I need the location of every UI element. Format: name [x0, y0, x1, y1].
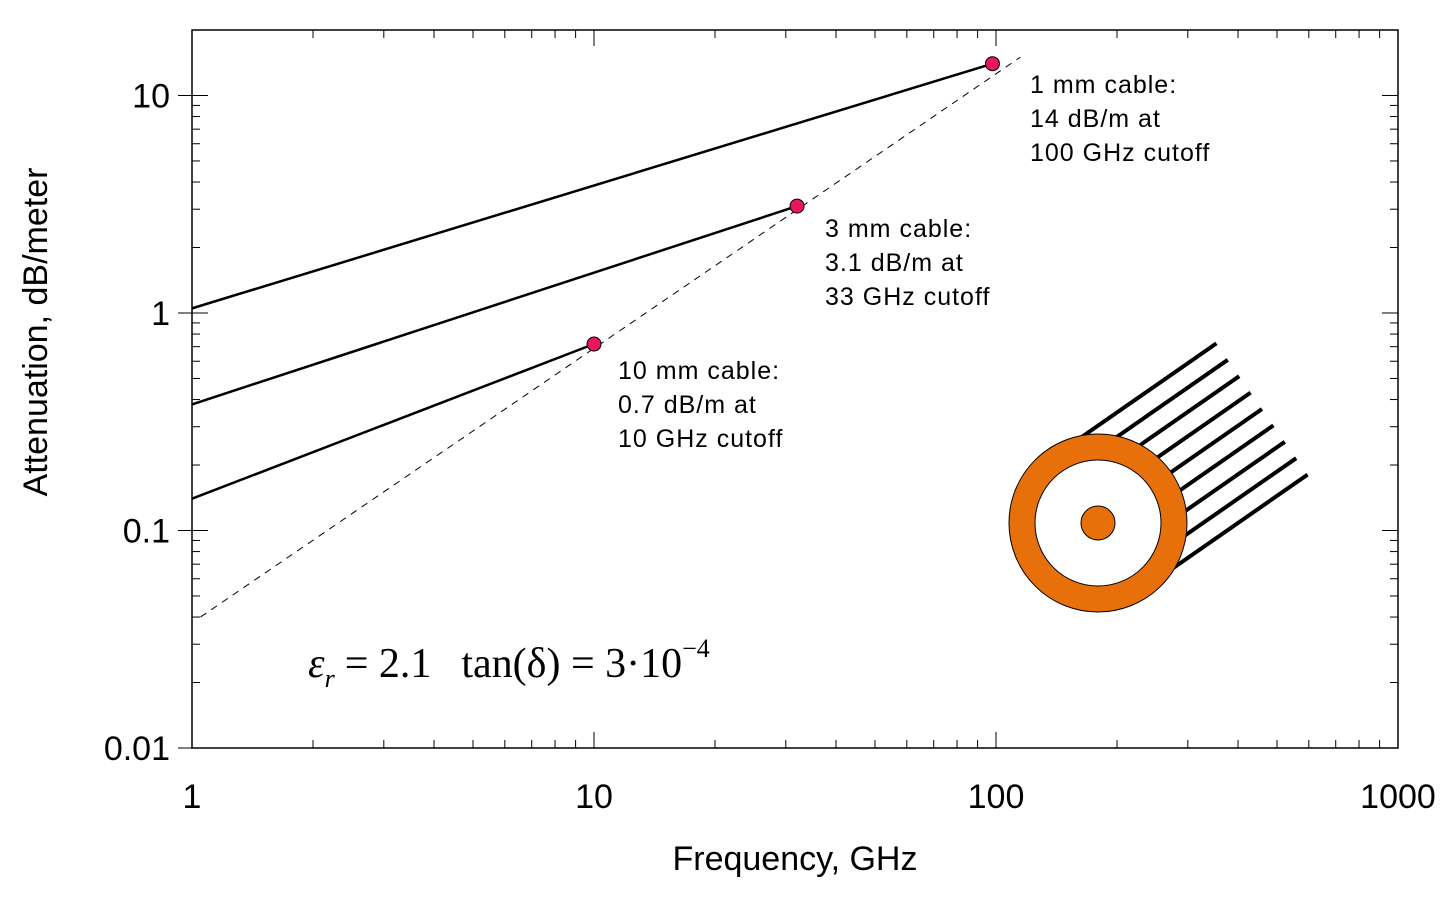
- series-line: [191, 204, 798, 406]
- y-tick-label: 0.1: [123, 512, 170, 550]
- series-line: [191, 62, 993, 310]
- formula-symbol: ε: [308, 641, 325, 687]
- y-tick-label: 0.01: [104, 730, 170, 768]
- annotation: 3.1 dB/m at: [825, 249, 964, 277]
- annotation: 3 mm cable:: [825, 215, 972, 243]
- formula-value: = 2.1: [345, 641, 432, 687]
- plot-frame: [191, 29, 1399, 749]
- series-line: [200, 56, 1021, 618]
- annotation: 1 mm cable:: [1030, 71, 1177, 99]
- formula-loss: tan(δ) = 3·10: [461, 641, 682, 687]
- annotation: 14 dB/m at: [1030, 105, 1161, 133]
- y-tick-label: 1: [151, 295, 170, 333]
- series-line: [191, 342, 595, 500]
- cable-icon: [1008, 341, 1309, 613]
- formula-subscript: r: [325, 664, 336, 693]
- annotation: 0.7 dB/m at: [618, 391, 757, 419]
- x-axis-label: Frequency, GHz: [672, 840, 917, 878]
- x-tick-label: 1000: [1360, 778, 1436, 816]
- cutoff-point: [984, 56, 1000, 72]
- x-tick-label: 10: [575, 778, 613, 816]
- formula: εr = 2.1 tan(δ) = 3·10−4: [308, 634, 710, 693]
- annotation: 100 GHz cutoff: [1030, 139, 1210, 167]
- cutoff-point: [789, 198, 805, 214]
- formula-exponent: −4: [682, 634, 710, 663]
- annotation: 10 GHz cutoff: [618, 425, 783, 453]
- y-tick-label: 10: [132, 77, 170, 115]
- annotation: 10 mm cable:: [618, 357, 780, 385]
- y-axis-label: Attenuation, dB/meter: [17, 168, 55, 497]
- x-tick-label: 100: [968, 778, 1025, 816]
- annotation: 33 GHz cutoff: [825, 283, 990, 311]
- x-tick-label: 1: [183, 778, 202, 816]
- cable-core: [1080, 505, 1116, 541]
- cutoff-point: [586, 336, 602, 352]
